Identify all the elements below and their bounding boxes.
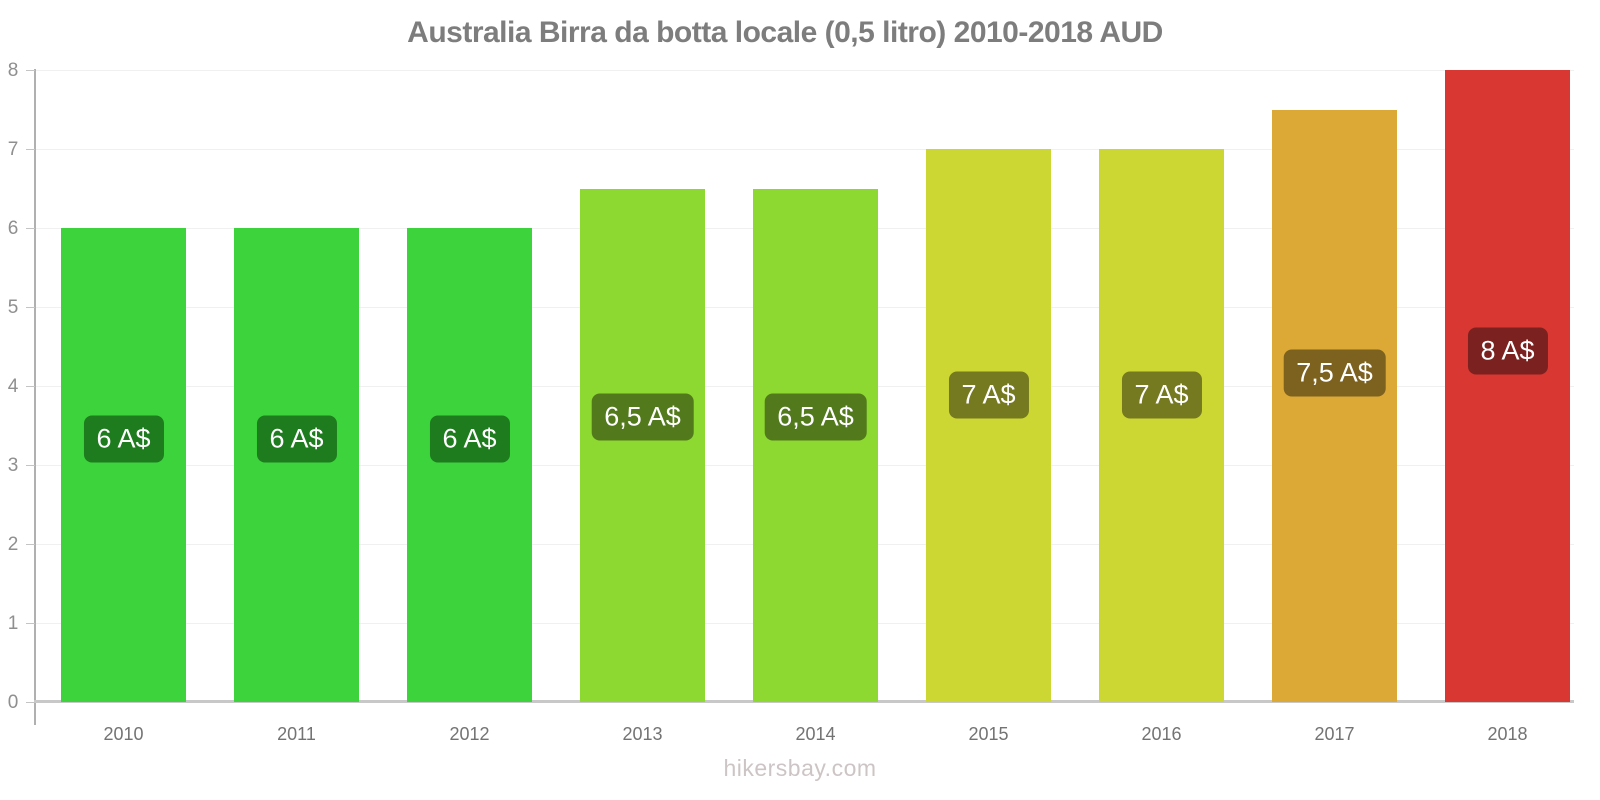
y-tick-label-0: 0 [7,692,19,713]
y-tick-mark-6 [26,228,35,229]
bar-2018: 8 A$ [1445,70,1570,702]
bar-2015: 7 A$ [926,149,1051,702]
bar-2014: 6,5 A$ [753,188,878,702]
y-tick-label-4: 4 [7,376,19,397]
chart-title: Australia Birra da botta locale (0,5 lit… [407,16,1163,49]
gridline-y-7 [36,149,1574,150]
y-tick-mark-8 [26,70,35,71]
x-tick-label-2010: 2010 [103,724,144,744]
y-tick-mark-0 [26,702,35,703]
bar-value-badge-2011: 6 A$ [256,415,337,463]
bar-2016: 7 A$ [1099,149,1224,702]
y-axis-line [34,69,36,725]
x-tick-label-2015: 2015 [968,724,1009,744]
bar-2012: 6 A$ [407,228,532,702]
y-tick-mark-2 [26,544,35,545]
y-tick-mark-5 [26,307,35,308]
x-tick-label-2016: 2016 [1141,724,1182,744]
y-tick-label-8: 8 [7,60,19,81]
bar-value-badge-2013: 6,5 A$ [591,393,694,441]
bar-value-badge-2018: 8 A$ [1467,327,1548,375]
bar-value-badge-2016: 7 A$ [1121,371,1202,419]
y-tick-mark-7 [26,149,35,150]
bar-value-badge-2015: 7 A$ [948,371,1029,419]
y-tick-label-6: 6 [7,218,19,239]
x-tick-label-2012: 2012 [449,724,490,744]
bar-value-badge-2017: 7,5 A$ [1283,349,1386,397]
y-tick-label-3: 3 [7,455,19,476]
x-tick-label-2013: 2013 [622,724,663,744]
bar-value-badge-2012: 6 A$ [429,415,510,463]
bar-2010: 6 A$ [61,228,186,702]
y-tick-label-5: 5 [7,297,19,318]
y-tick-mark-4 [26,386,35,387]
gridline-y-8 [36,70,1574,71]
bar-value-badge-2010: 6 A$ [83,415,164,463]
x-tick-label-2017: 2017 [1314,724,1355,744]
y-tick-label-2: 2 [7,534,19,555]
x-tick-label-2014: 2014 [795,724,836,744]
y-tick-mark-1 [26,623,35,624]
y-tick-label-7: 7 [7,139,19,160]
x-tick-label-2018: 2018 [1487,724,1528,744]
bar-2013: 6,5 A$ [580,188,705,702]
x-tick-label-2011: 2011 [277,724,316,744]
bar-2017: 7,5 A$ [1272,109,1397,702]
watermark-text: hikersbay.com [723,755,877,781]
y-tick-mark-3 [26,465,35,466]
bar-2011: 6 A$ [234,228,359,702]
y-tick-label-1: 1 [7,613,19,634]
bar-value-badge-2014: 6,5 A$ [764,393,867,441]
